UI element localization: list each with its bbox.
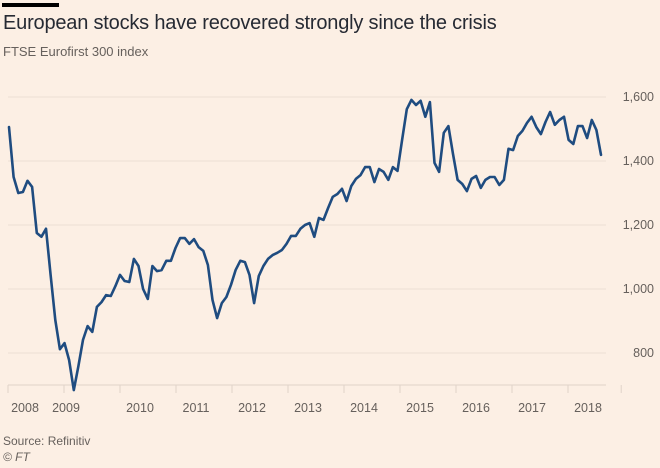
y-tick-label: 1,200 [623,218,654,232]
series-line-ftse-eurofirst-300 [7,98,603,392]
y-tick-label: 1,400 [623,154,654,168]
x-tick-label: 2015 [406,401,434,415]
y-tick-label: 800 [633,346,654,360]
x-tick-label: 2013 [294,401,322,415]
x-tick-label: 2011 [183,401,210,415]
x-tick-label: 2010 [126,401,154,415]
chart-subtitle: FTSE Eurofirst 300 index [3,44,149,59]
x-tick-label: 2017 [518,401,546,415]
series-layer [7,98,603,392]
chart-title: European stocks have recovered strongly … [3,12,497,34]
source-note: Source: Refinitiv [3,434,91,448]
copyright-note: © FT [3,450,30,464]
y-tick-label: 1,600 [623,90,654,104]
x-tick-label: 2012 [238,401,266,415]
x-tick-label: 2009 [52,401,80,415]
x-tick-label: 2008 [11,401,39,415]
x-axis: 2008 2009 2010 2011 2012 2013 2014 2015 2016 2017… [7,384,622,415]
ft-top-rule [2,3,59,7]
x-tick-label: 2018 [574,401,602,415]
line-chart: 2008 2009 2010 2011 2012 2013 2014 2015 2016 2017… [7,90,654,415]
x-tick-label: 2016 [462,401,490,415]
x-tick-label: 2014 [350,401,378,415]
y-tick-label: 1,000 [623,282,654,296]
y-axis: 800 1,000 1,200 1,400 1,600 [623,90,654,360]
